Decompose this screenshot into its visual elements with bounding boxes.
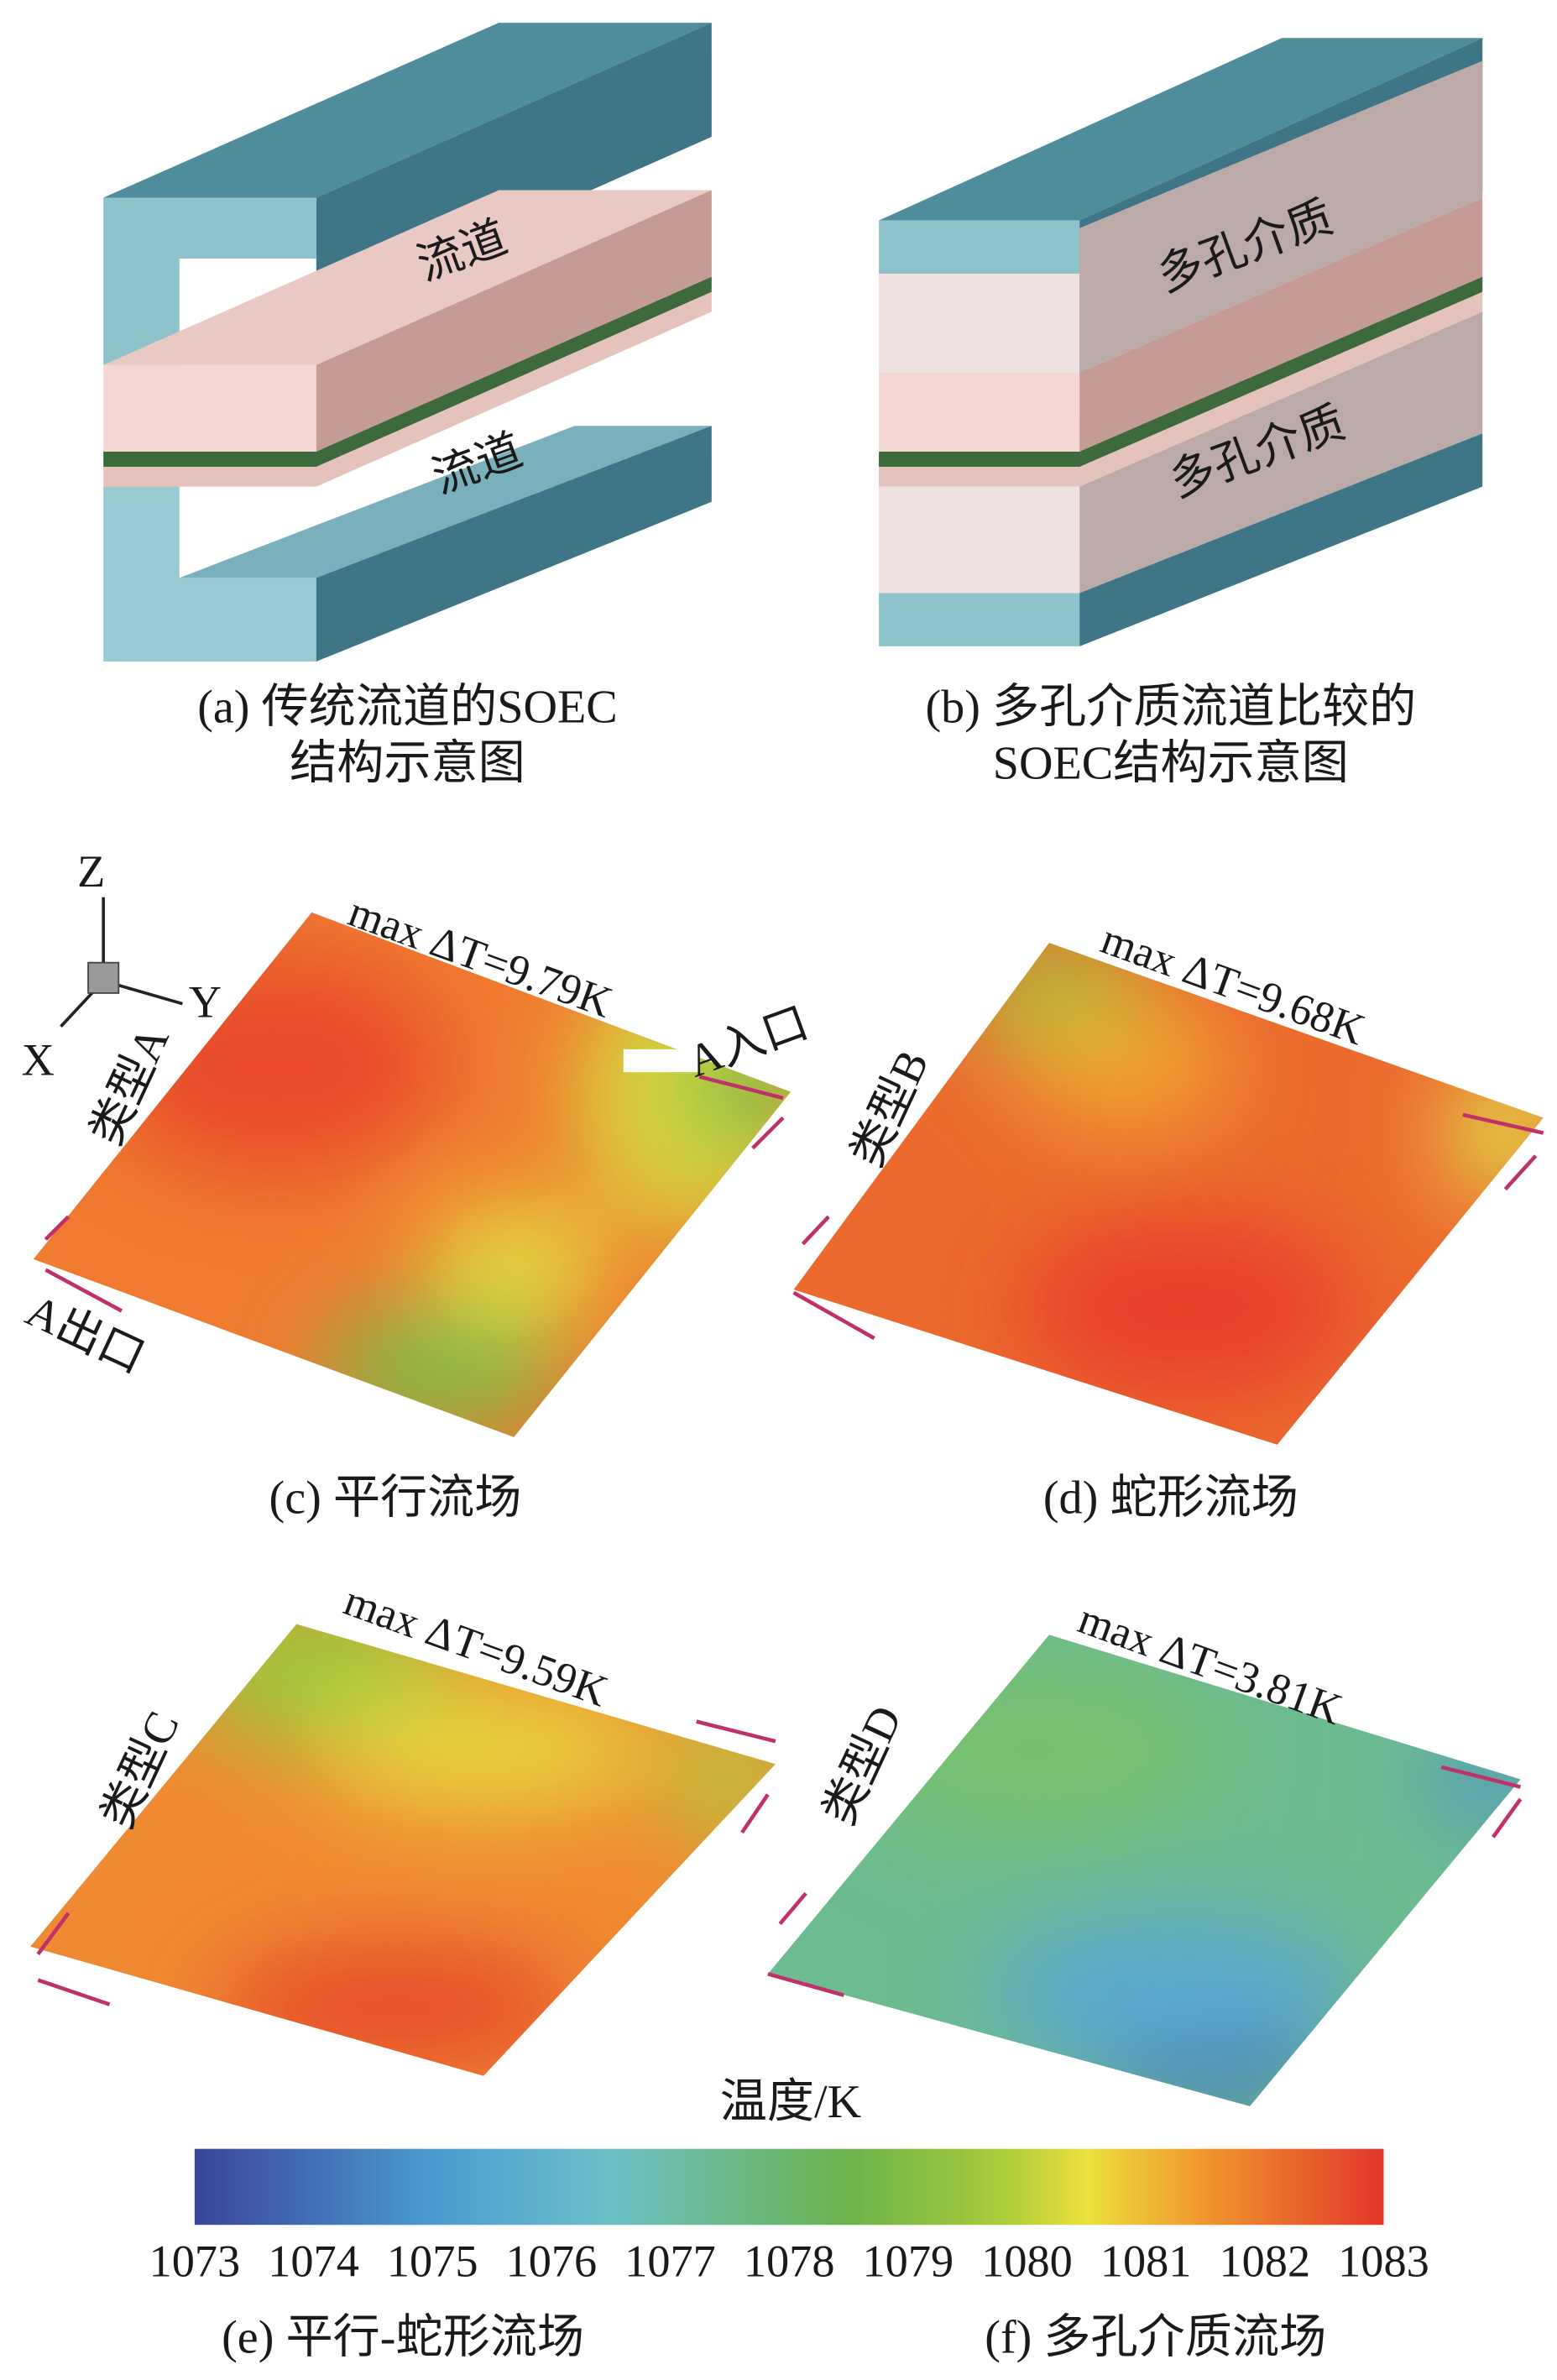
caption: SOEC结构示意图 [993,738,1349,790]
caption: (a) 传统流道的SOEC [197,682,618,734]
panel-a: 流道 流道 (a) 传统流道的SOEC 结构示意图 [103,23,712,790]
colorbar-tick-label: 1076 [506,2236,598,2287]
panel-c: max ΔT=9.79K A入口 类型A A出口 (c) 平行流场 [18,887,815,1525]
axis-label: X [22,1035,55,1085]
caption: (f) 多孔介质流场 [985,2312,1326,2364]
colorbar-tick-label: 1082 [1219,2236,1310,2287]
axis-label: Z [77,846,105,897]
outlet-label: A出口 [18,1285,152,1384]
colorbar-tick-label: 1074 [268,2236,359,2287]
colorbar-tick-label: 1075 [387,2236,478,2287]
axis-triad: Z Y X [22,846,222,1085]
colorbar-tick-label: 1083 [1338,2236,1429,2287]
caption: 结构示意图 [290,738,525,790]
panel-e: max ΔT=9.59K 类型C (e) 平行-蛇形流场 [30,1576,776,2364]
colorbar-tick-label: 1081 [1100,2236,1192,2287]
colorbar-scale [194,2148,1384,2226]
colorbar-tick-label: 1080 [981,2236,1073,2287]
caption: (e) 平行-蛇形流场 [222,2312,584,2364]
colorbar-tick-label: 1073 [149,2236,241,2287]
colorbar: 温度/K 1073 1074 1075 1076 1077 1078 1079 1080 108… [149,2076,1429,2287]
colorbar-tick-label: 1079 [863,2236,954,2287]
inlet-label: A入口 [681,997,814,1087]
panel-b: 多孔介质 多孔介质 (b) 多孔介质流道比较的 SOEC结构示意图 [879,38,1483,790]
caption: (b) 多孔介质流道比较的 [925,682,1416,734]
caption: (d) 蛇形流场 [1043,1472,1298,1525]
type-label: 类型D [813,1698,912,1832]
axis-label: Y [189,977,222,1028]
colorbar-tick-label: 1078 [744,2236,835,2287]
panel-d: max ΔT=9.68K 类型B (d) 蛇形流场 [792,914,1544,1525]
colorbar-tick-label: 1077 [624,2236,716,2287]
colorbar-title: 温度/K [720,2076,861,2128]
caption: (c) 平行流场 [269,1472,522,1525]
